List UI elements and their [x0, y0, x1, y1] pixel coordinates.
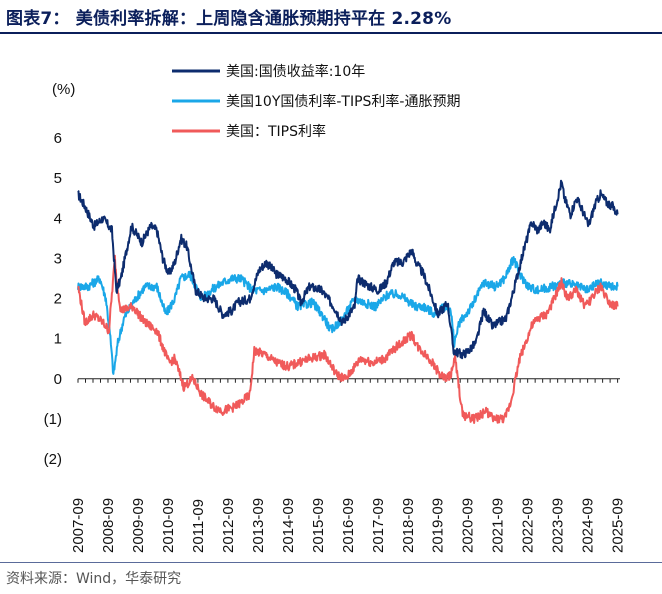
y-axis: (2) (1) 0 1 2 3 4 5 6 [44, 130, 62, 468]
x-tick-label: 2022-09 [520, 498, 537, 553]
x-tick-label: 2012-09 [220, 498, 237, 553]
x-tick-label: 2025-09 [610, 498, 627, 553]
y-tick-label: (2) [44, 451, 62, 468]
legend: 美国:国债收益率:10年美国10Y国债利率-TIPS利率-通胀预期美国：TIPS… [172, 63, 460, 140]
y-tick-label: 3 [54, 250, 62, 267]
x-tick-label: 2017-09 [370, 498, 387, 553]
y-axis-label: (%) [52, 81, 75, 98]
y-tick-label: 0 [54, 371, 62, 388]
x-tick-label: 2024-09 [580, 498, 597, 553]
x-tick-label: 2011-09 [190, 499, 207, 553]
x-tick-label: 2021-09 [490, 498, 507, 553]
x-tick-label: 2023-09 [550, 498, 567, 553]
series-line-2 [77, 256, 619, 375]
figure-title: 图表7： 美债利率拆解：上周隐含通胀预期持平在 2.28% [6, 9, 452, 29]
x-tick-label: 2009-09 [130, 498, 147, 553]
x-axis: 2007-09 2008-09 2009-09 2010-09 2011-09 2012-… [70, 378, 627, 553]
x-tick-label: 2015-09 [310, 498, 327, 553]
x-tick-label: 2010-09 [160, 498, 177, 553]
y-tick-label: 1 [54, 331, 62, 348]
y-tick-label: (1) [44, 411, 62, 428]
source-note: 资料来源：Wind，华泰研究 [6, 571, 182, 587]
series-line-1 [77, 179, 619, 360]
series-line-3 [77, 254, 619, 424]
y-tick-label: 5 [54, 170, 62, 187]
footer-divider [0, 562, 662, 563]
x-tick-label: 2018-09 [400, 498, 417, 553]
x-tick-label: 2008-09 [100, 498, 117, 553]
x-tick-label: 2019-09 [430, 498, 447, 553]
y-tick-label: 6 [54, 130, 62, 147]
x-tick-label: 2013-09 [250, 498, 267, 553]
y-tick-label: 4 [54, 210, 62, 227]
legend-label: 美国:国债收益率:10年 [226, 63, 365, 80]
y-tick-label: 2 [54, 291, 62, 308]
legend-label: 美国：TIPS利率 [226, 123, 326, 140]
x-tick-label: 2016-09 [340, 498, 357, 553]
series-layer [77, 179, 619, 424]
x-tick-label: 2020-09 [460, 498, 477, 553]
x-tick-label: 2007-09 [70, 498, 87, 553]
legend-label: 美国10Y国债利率-TIPS利率-通胀预期 [226, 93, 460, 110]
x-tick-label: 2014-09 [280, 498, 297, 553]
title-divider [0, 32, 662, 34]
